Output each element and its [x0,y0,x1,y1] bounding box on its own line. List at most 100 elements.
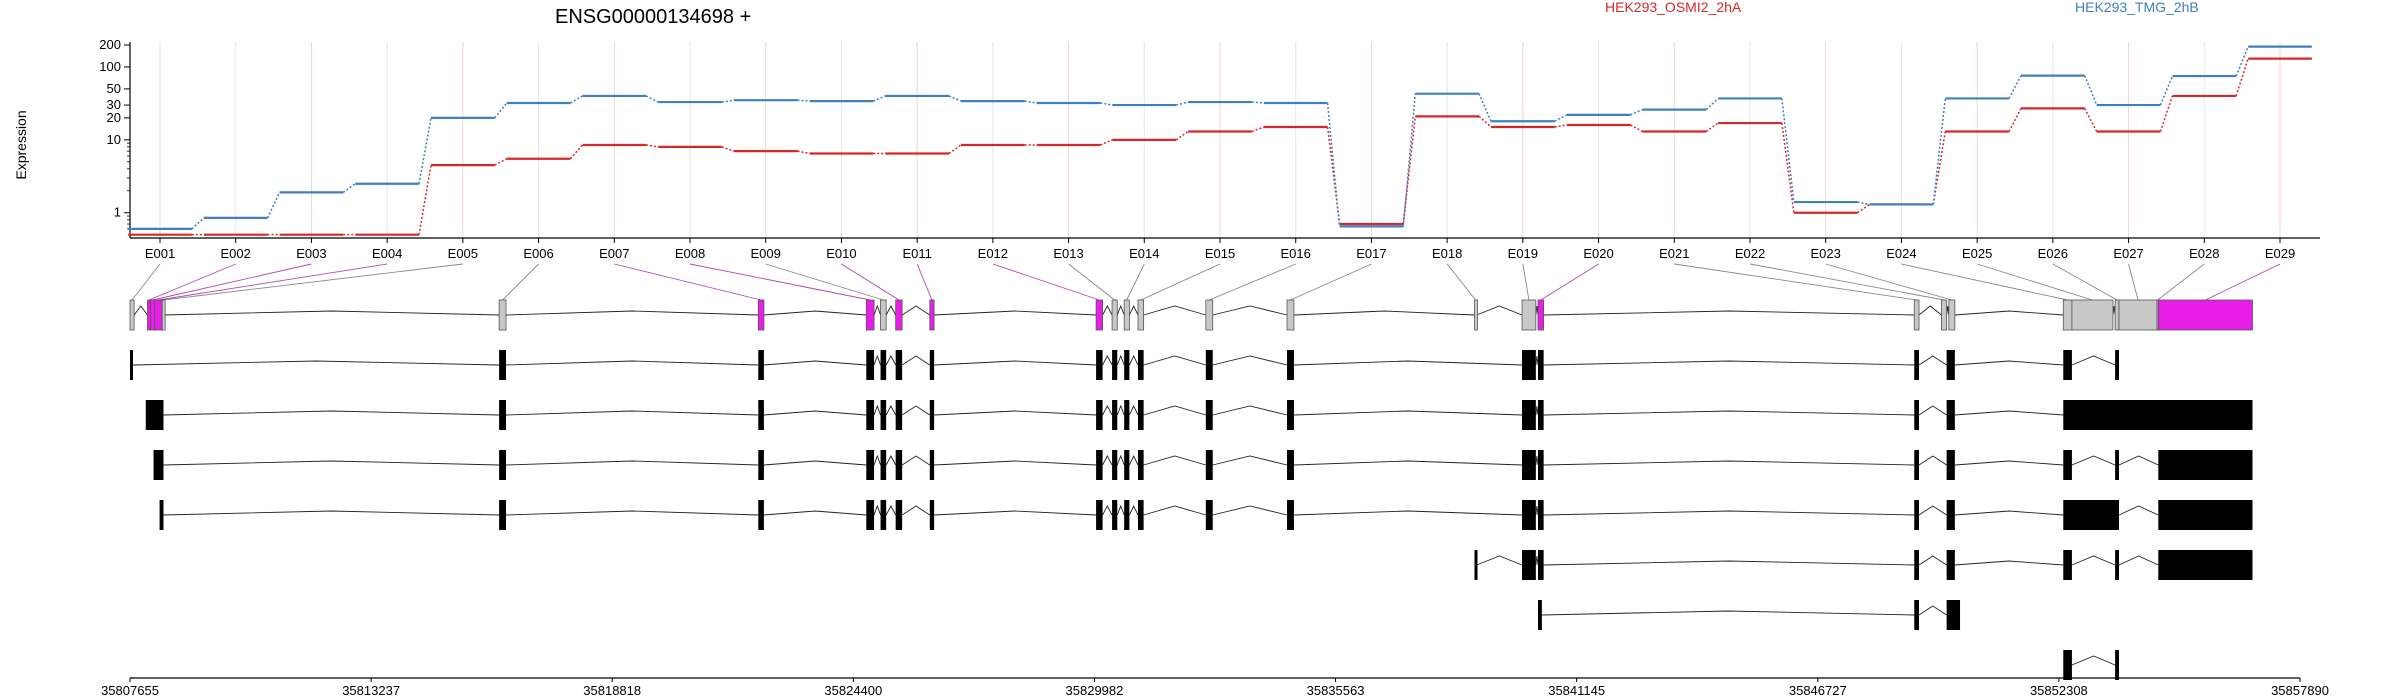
transcript-exon [1522,450,1536,480]
series-connector [1630,108,1643,116]
x-tick-label-e026: E026 [2038,246,2068,261]
transcript-exon [1538,350,1544,380]
intron-line [506,460,759,466]
transcript-exon [1124,350,1130,380]
series-connector [1175,101,1189,106]
transcript-3 [153,450,2253,480]
transcript-exon [866,400,875,430]
series-connector [1175,130,1189,141]
transcript-exon [895,500,903,530]
y-axis-label: Expression [13,110,29,179]
intron-line [1212,405,1288,416]
series-connector [2159,75,2174,106]
intron-line [1293,410,1523,416]
exon-e016 [1205,299,1214,331]
intron-line [1116,454,1125,466]
intron-line [885,355,897,366]
exon-e005 [161,299,166,331]
x-tick-label-e028: E028 [2189,246,2219,261]
x-tick-label-e002: E002 [221,246,251,261]
exon-connector-e023 [1825,263,1952,301]
gene-model [129,299,2253,331]
transcript-exon [1946,450,1955,480]
transcript-exon [1522,500,1536,530]
transcript-exon [880,350,887,380]
transcript-exon [1287,350,1294,380]
intron-line [763,360,867,366]
exon-e025 [2071,299,2114,331]
transcript-exon [1096,350,1103,380]
exon-connector-e003 [152,263,312,301]
series-connector [1932,98,1947,205]
y-tick-label: 20 [107,110,121,125]
intron-line [1212,305,1288,316]
intron-line [1535,405,1539,416]
series-connector [646,144,659,148]
intron-line [1102,505,1113,516]
intron-line [1535,355,1539,366]
transcript-exon [499,450,507,480]
transcript-6 [1538,600,1961,630]
transcript-exon [1287,450,1294,480]
series-connector [1781,122,1795,213]
intron-line [763,410,867,416]
series-hek293_tmg_2hb [128,45,2312,230]
exon-connector-e006 [502,263,539,301]
transcript-exon [1914,550,1920,580]
intron-line [1543,310,1915,316]
series-connector [2084,108,2098,132]
intron-line [873,304,881,316]
intron-line [1212,455,1288,466]
exon-e011 [929,299,935,331]
coord-tick-label: 35818818 [583,683,641,698]
series-connector [494,158,508,166]
x-tick-label-e006: E006 [523,246,553,261]
intron-line [1116,354,1125,366]
exon-e002 [147,299,151,331]
transcript-exon [2115,550,2120,580]
intron-line [133,305,148,316]
x-tick-label-e009: E009 [751,246,781,261]
coord-tick-label: 35824400 [824,683,882,698]
intron-line [1128,304,1139,316]
transcript-exon [1522,350,1536,380]
coord-tick-label: 35807655 [101,683,159,698]
intron-line [1543,360,1915,366]
exon-connector-e021 [1674,263,1917,301]
series-connector [1100,102,1113,106]
intron-line [163,460,500,466]
x-tick-label-e013: E013 [1053,246,1083,261]
series-connector [1024,100,1037,104]
series-connector [1705,122,1719,133]
intron-line [1954,410,2064,416]
exon-connector-e014 [1126,263,1145,301]
x-tick-label-e029: E029 [2265,246,2295,261]
intron-line [763,460,867,466]
y-tick-label: 200 [99,37,121,52]
intron-line [1535,455,1539,466]
series-connector [872,95,886,102]
transcript-exon [1914,400,1920,430]
transcript-exon [880,450,887,480]
transcript-exon [866,450,875,480]
intron-line [934,460,1097,466]
transcript-exon [2063,450,2072,480]
transcript-exon [866,350,875,380]
exon-e020 [1537,299,1545,331]
intron-line [901,355,931,366]
transcript-exon [1138,400,1144,430]
series-connector [1857,203,1870,214]
series-connector [1326,102,1341,227]
series-connector [1251,101,1264,104]
x-tick-label-e015: E015 [1205,246,1235,261]
transcript-exon [758,450,764,480]
transcript-exon [1138,450,1144,480]
exon-connector-e017 [1290,263,1372,301]
intron-line [1212,355,1288,366]
transcript-2 [145,400,2253,430]
transcript-exon [1914,350,1920,380]
intron-line [1102,355,1113,366]
transcript-exon [866,500,875,530]
exon-connector-e010 [841,263,900,301]
intron-line [1954,360,2064,366]
